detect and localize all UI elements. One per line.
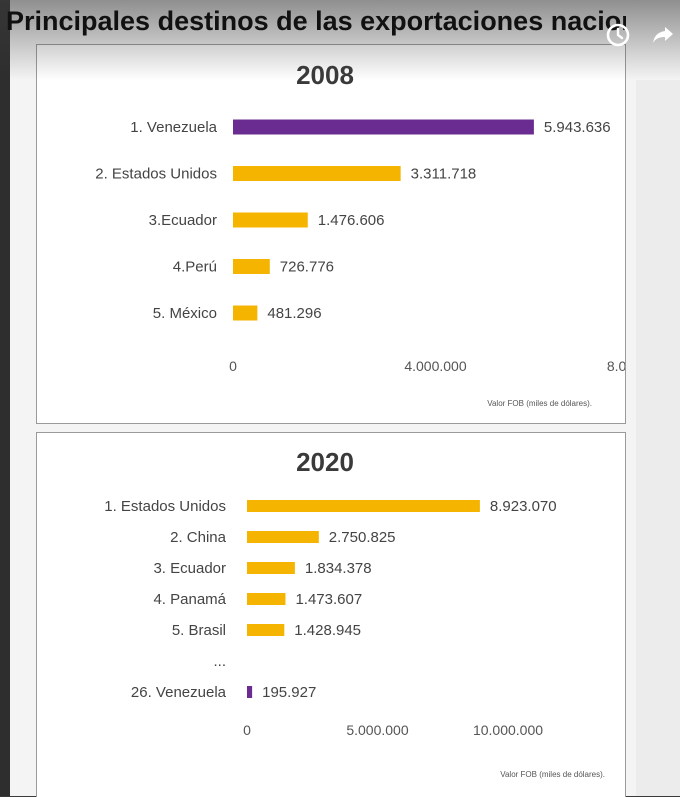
category-label: 4.Perú (173, 259, 217, 276)
category-label: 2. Estados Unidos (95, 166, 217, 183)
category-label: 1. Estados Unidos (104, 498, 226, 515)
category-label: ... (213, 653, 226, 670)
video-background-right (636, 80, 680, 796)
page-title: Principales destinos de las exportacione… (6, 6, 626, 37)
x-tick-label: 8.000.000 (607, 358, 625, 374)
bar (247, 686, 252, 698)
x-tick-label: 4.000.000 (404, 358, 466, 374)
category-label: 5. Brasil (172, 622, 226, 639)
data-label: 1.428.945 (294, 622, 361, 639)
data-label: 481.296 (267, 305, 321, 322)
data-label: 1.473.607 (295, 591, 362, 608)
x-tick-label: 0 (243, 722, 251, 738)
data-label: 8.923.070 (490, 498, 557, 515)
chart-card-2020: 2020 1. Estados Unidos 8.923.070 2. China 2.… (36, 432, 626, 797)
bar (233, 120, 534, 135)
data-label: 726.776 (280, 259, 334, 276)
category-label: 3.Ecuador (149, 212, 217, 229)
category-label: 2. China (170, 529, 227, 546)
bar (247, 562, 295, 574)
data-label: 195.927 (262, 684, 316, 701)
clock-icon (605, 22, 631, 48)
category-label: 4. Panamá (153, 591, 226, 608)
chart-2020: 2020 1. Estados Unidos 8.923.070 2. China 2.… (37, 433, 625, 797)
bar (233, 306, 257, 321)
x-tick-label: 5.000.000 (346, 722, 408, 738)
x-tick-label: 0 (229, 358, 237, 374)
unit-note: Valor FOB (miles de dólares). (487, 399, 592, 408)
data-label: 2.750.825 (329, 529, 396, 546)
chart-title: 2020 (296, 447, 354, 477)
bar (247, 593, 285, 605)
unit-note: Valor FOB (miles de dólares). (500, 770, 605, 779)
watch-later-button[interactable] (601, 18, 635, 52)
bar (247, 500, 480, 512)
category-label: 3. Ecuador (153, 560, 226, 577)
data-label: 1.476.606 (318, 212, 385, 229)
bar (233, 166, 401, 181)
share-arrow-icon (650, 22, 676, 48)
x-tick-label: 10.000.000 (473, 722, 543, 738)
data-label: 3.311.718 (411, 166, 477, 183)
bar (247, 624, 284, 636)
video-letterbox-left (0, 0, 10, 796)
data-label: 5.943.636 (544, 119, 611, 136)
category-label: 1. Venezuela (130, 119, 217, 136)
data-label: 1.834.378 (305, 560, 372, 577)
bar (233, 259, 270, 274)
bar (247, 531, 319, 543)
share-button[interactable] (646, 18, 680, 52)
category-label: 26. Venezuela (131, 684, 227, 701)
category-label: 5. México (153, 305, 217, 322)
bar (233, 213, 308, 228)
